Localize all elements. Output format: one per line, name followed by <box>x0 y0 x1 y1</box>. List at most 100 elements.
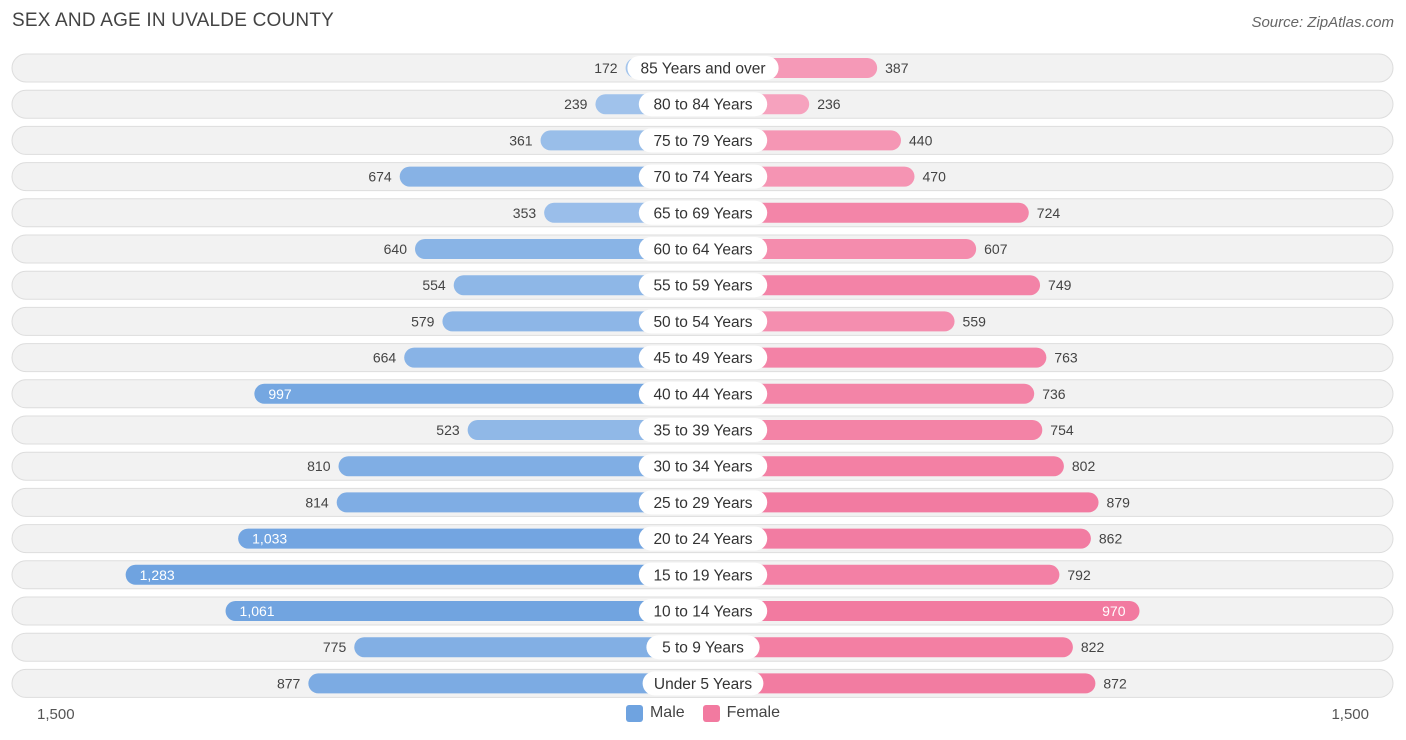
category-label: 50 to 54 Years <box>653 314 752 331</box>
male-value-label: 775 <box>323 639 347 655</box>
legend-item-female[interactable]: Female <box>702 704 781 722</box>
source-label: Source: ZipAtlas.com <box>1251 14 1394 31</box>
category-label: 80 to 84 Years <box>653 97 752 114</box>
chart-title: SEX AND AGE IN UVALDE COUNTY <box>12 10 334 31</box>
male-value-label: 814 <box>305 494 329 510</box>
male-bar <box>225 601 704 621</box>
male-swatch <box>625 704 643 722</box>
category-label-pill <box>646 635 760 660</box>
category-label: 5 to 9 Years <box>662 640 744 657</box>
female-value-label: 872 <box>1103 675 1127 691</box>
male-bar <box>238 528 703 549</box>
female-bar <box>703 637 1073 658</box>
female-value-label: 749 <box>1048 277 1072 293</box>
female-value-label: 387 <box>885 60 909 76</box>
male-value-label: 523 <box>436 422 460 438</box>
male-value-label: 877 <box>277 675 301 691</box>
category-label-pill <box>638 381 768 406</box>
category-label: 65 to 69 Years <box>653 205 752 222</box>
legend: Male Female <box>0 704 1406 722</box>
male-value-label: 361 <box>509 132 533 148</box>
male-value-label: 353 <box>513 205 537 221</box>
category-label: 40 to 44 Years <box>653 386 752 403</box>
female-bar <box>703 347 1047 368</box>
category-label-pill <box>638 273 768 298</box>
legend-item-male[interactable]: Male <box>625 704 685 722</box>
category-label-pill <box>638 562 768 587</box>
female-value-label: 822 <box>1081 639 1105 655</box>
female-value-label: 862 <box>1099 531 1123 547</box>
female-bar <box>703 528 1091 549</box>
female-value-label: 754 <box>1050 422 1074 438</box>
category-label: 10 to 14 Years <box>653 604 752 621</box>
category-label-pill <box>638 237 768 261</box>
male-bar <box>442 311 703 332</box>
category-label-pill <box>638 345 768 370</box>
female-value-label: 559 <box>963 313 987 329</box>
female-value-label: 736 <box>1042 386 1066 402</box>
category-label-pill <box>638 599 768 623</box>
population-pyramid-chart: 172 387 85 Years and over 239 236 80 to 84 Ye… <box>11 53 1394 698</box>
female-bar <box>703 673 1096 694</box>
category-label: 20 to 24 Years <box>653 531 752 548</box>
category-label-pill <box>638 454 768 479</box>
axis-label-right: 1,500 <box>1331 706 1369 723</box>
category-label-pill <box>638 164 768 189</box>
female-value-label: 792 <box>1067 567 1091 583</box>
male-bar <box>308 673 703 694</box>
female-bar <box>703 456 1064 477</box>
axis-label-left: 1,500 <box>37 706 75 723</box>
category-label-pill <box>638 490 768 515</box>
female-swatch <box>702 704 720 722</box>
male-bar <box>338 456 703 477</box>
male-bar <box>404 347 703 368</box>
female-bar <box>703 202 1029 223</box>
legend-male-label: Male <box>649 704 685 721</box>
female-bar <box>703 492 1099 513</box>
male-value-label: 239 <box>564 96 588 112</box>
female-bar <box>703 383 1035 404</box>
male-bar <box>254 383 703 404</box>
female-value-label: 440 <box>909 132 933 148</box>
female-bar <box>703 420 1043 440</box>
category-label-pill <box>642 671 764 696</box>
category-label: 70 to 74 Years <box>653 169 752 186</box>
male-bar <box>415 239 703 259</box>
male-value-label: 1,283 <box>140 567 175 583</box>
category-label: 15 to 19 Years <box>653 567 752 584</box>
male-value-label: 997 <box>268 386 292 402</box>
category-label: 25 to 29 Years <box>653 495 752 512</box>
category-label-pill <box>638 200 768 225</box>
male-value-label: 172 <box>594 60 618 76</box>
female-value-label: 724 <box>1037 205 1061 221</box>
category-label-pill <box>638 526 768 551</box>
category-label-pill <box>638 309 768 334</box>
category-label-pill <box>627 56 779 80</box>
female-value-label: 607 <box>984 241 1008 257</box>
female-value-label: 236 <box>817 96 841 112</box>
male-value-label: 640 <box>384 241 408 257</box>
female-value-label: 970 <box>1102 603 1126 619</box>
category-label: 30 to 34 Years <box>653 459 752 476</box>
legend-female-label: Female <box>726 704 781 721</box>
category-label: 55 to 59 Years <box>653 278 752 295</box>
female-bar <box>703 564 1060 585</box>
male-value-label: 674 <box>368 169 392 185</box>
female-bar <box>703 601 1140 621</box>
male-value-label: 664 <box>373 350 397 366</box>
category-label: 45 to 49 Years <box>653 350 752 367</box>
category-label: 85 Years and over <box>641 61 766 78</box>
female-value-label: 879 <box>1107 494 1131 510</box>
category-label-pill <box>638 128 768 153</box>
category-label-pill <box>638 92 768 117</box>
male-value-label: 554 <box>422 277 446 293</box>
male-value-label: 1,061 <box>240 603 275 619</box>
female-value-label: 470 <box>923 169 947 185</box>
category-label: 35 to 39 Years <box>653 423 752 440</box>
female-value-label: 802 <box>1072 458 1096 474</box>
male-bar <box>354 637 703 658</box>
female-bar <box>703 239 977 259</box>
male-value-label: 579 <box>411 313 435 329</box>
category-label: Under 5 Years <box>654 676 752 693</box>
category-label: 75 to 79 Years <box>653 133 752 150</box>
